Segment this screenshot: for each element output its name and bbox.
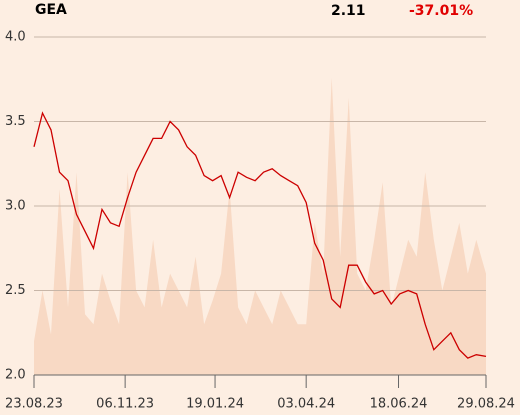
volume-area — [34, 77, 486, 375]
y-tick-label: 4.0 — [5, 30, 26, 45]
price-line — [33, 111, 487, 359]
y-tick-label: 3.0 — [5, 199, 26, 214]
x-tick-label: 06.11.23 — [96, 397, 154, 412]
x-tick-label: 19.01.24 — [186, 397, 244, 412]
last-value: 2.11 — [331, 3, 366, 19]
x-tick-label: 18.06.24 — [370, 397, 428, 412]
x-tick-label: 03.04.24 — [277, 397, 335, 412]
y-tick-label: 2.5 — [5, 283, 26, 298]
chart-title: GEA — [35, 2, 67, 18]
x-tick-label: 23.08.23 — [5, 397, 63, 412]
x-tick-label: 29.08.24 — [457, 397, 515, 412]
y-tick-label: 2.0 — [5, 368, 26, 383]
change: -37.01% — [409, 3, 473, 19]
y-tick-label: 3.5 — [5, 114, 26, 129]
